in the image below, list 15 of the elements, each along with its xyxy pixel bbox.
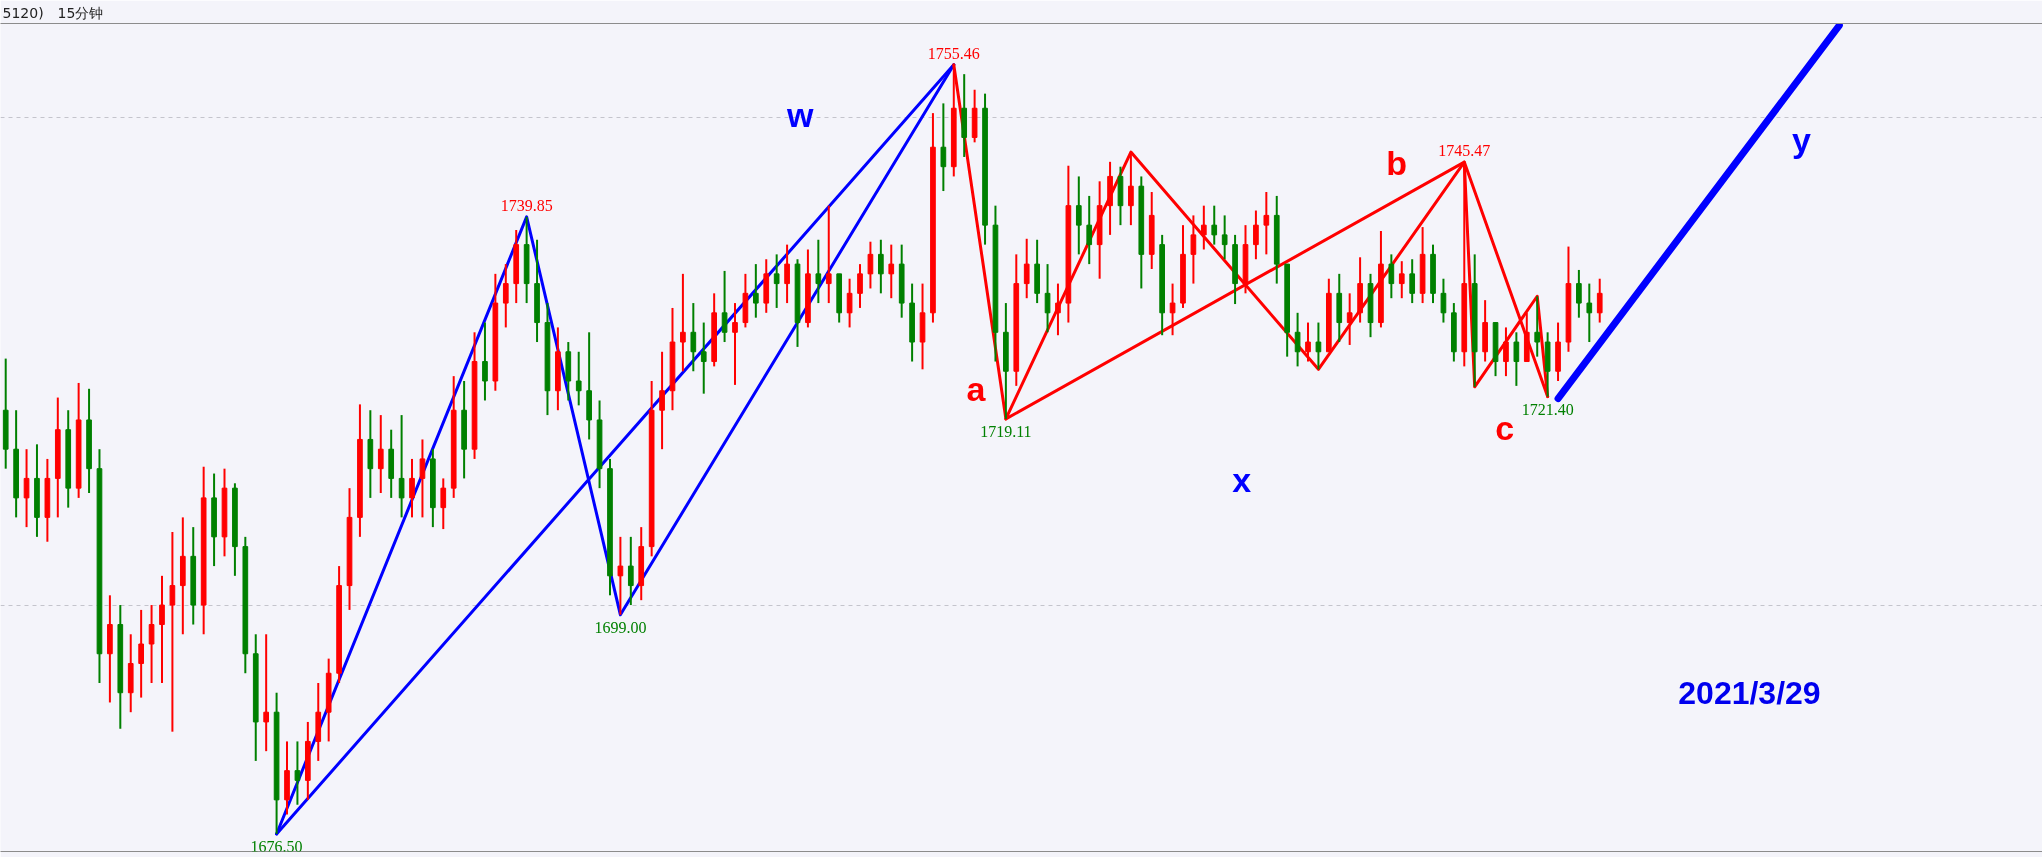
- chart-subtitle: 5120) 15分钟: [2, 5, 104, 21]
- annotation: c: [1495, 408, 1515, 447]
- annotation: w: [785, 96, 814, 135]
- annotation: b: [1386, 144, 1408, 183]
- annotation: 2021/3/29: [1678, 675, 1821, 712]
- annotation: 1721.40: [1521, 400, 1574, 418]
- annotation: 1745.47: [1438, 142, 1491, 160]
- annotation: a: [966, 369, 987, 408]
- annotation: 1719.11: [980, 422, 1032, 440]
- annotation: 1699.00: [594, 618, 647, 636]
- annotation: 1755.46: [927, 44, 980, 62]
- annotation: 1739.85: [500, 196, 553, 214]
- annotation: 1676.50: [250, 837, 303, 855]
- annotation: x: [1232, 460, 1252, 499]
- annotation: y: [1792, 120, 1812, 159]
